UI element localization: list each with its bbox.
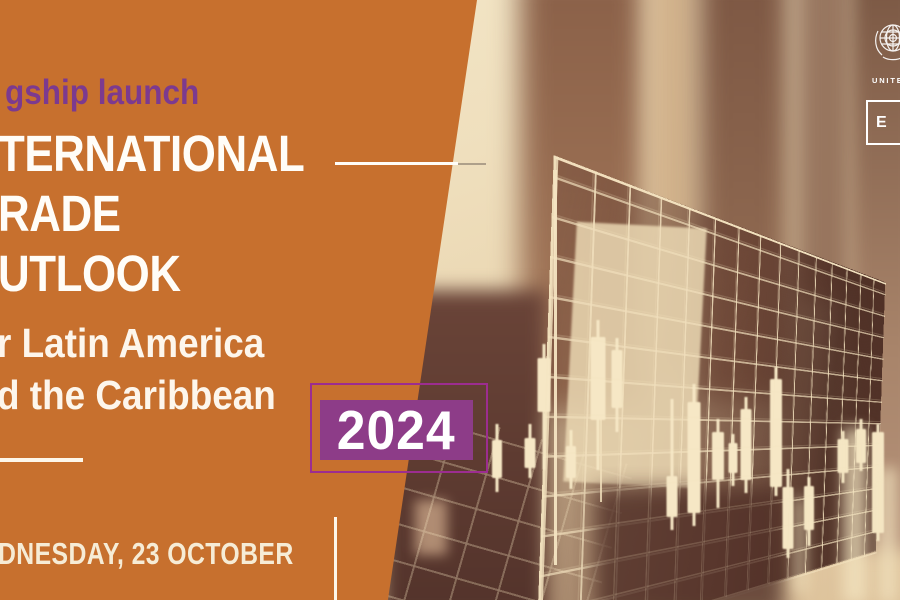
year-outline-frame [310,383,488,473]
blurred-candle-streak [843,428,867,600]
grid-edge-line [554,170,557,565]
grid-edge-line [600,352,602,502]
vertical-divider-line [334,517,337,600]
eclac-box: E C [866,100,900,145]
title-dash-line [335,162,458,165]
subtitle-line-1: r Latin America [0,320,265,366]
title-line-1: TERNATIONAL [0,125,305,182]
event-title: TERNATIONAL RADE UTLOOK [0,124,354,304]
event-subtitle: r Latin America d the Caribbean [0,317,307,421]
title-line-2: RADE [0,185,121,242]
un-emblem-icon [875,24,900,61]
blurred-candle-streak [793,498,807,593]
eclac-label: E C [876,113,900,131]
subtitle-underline [0,458,83,462]
blurred-candle-streak [879,468,897,600]
event-date: DNESDAY, 23 OCTOBER [0,536,294,571]
kicker-text: gship launch [5,73,200,112]
title-dash-line-faint [458,163,486,165]
year-badge: 2024 [320,399,473,461]
title-line-3: UTLOOK [0,245,181,302]
blurred-tower [796,0,854,300]
subtitle-line-2: d the Caribbean [0,372,276,418]
window-light-streak [415,500,447,555]
year-text: 2024 [337,399,456,461]
